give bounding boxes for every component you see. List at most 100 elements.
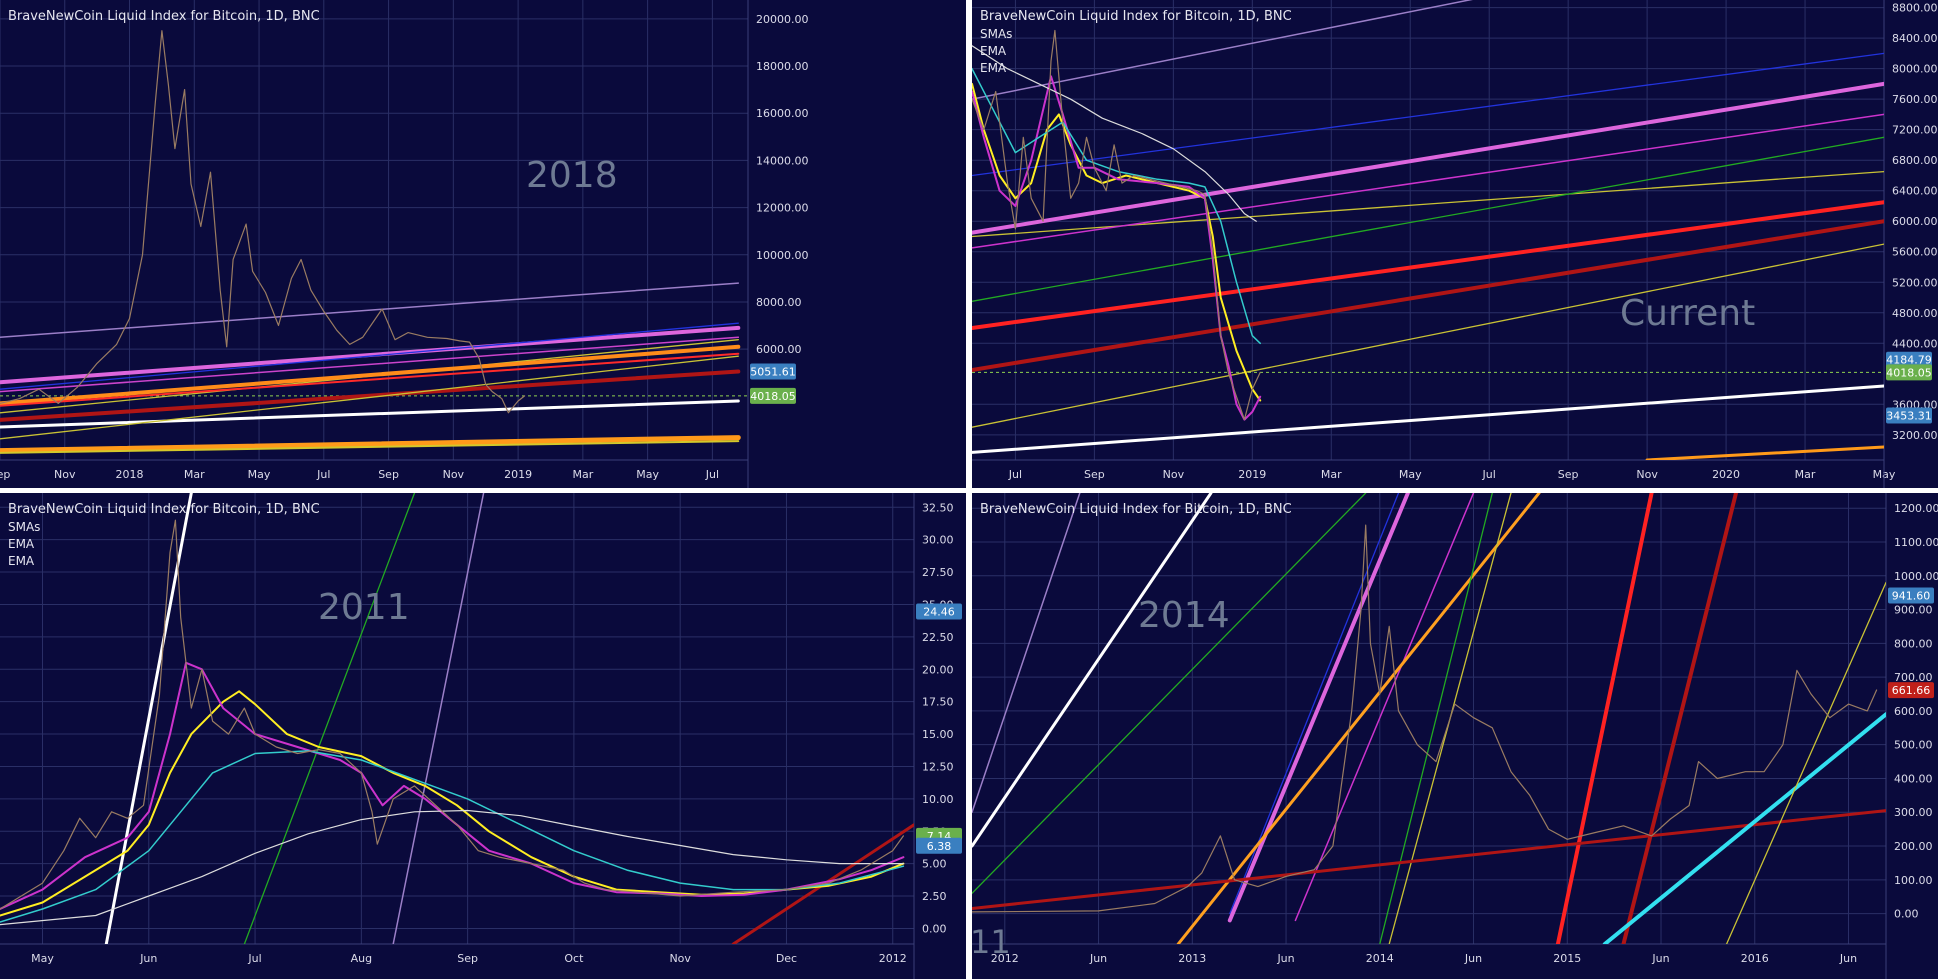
- moving-average-line: [972, 67, 1261, 345]
- y-tick-label: 6800.00: [1892, 154, 1938, 167]
- moving-average-line: [0, 661, 905, 910]
- chart-panel-2018[interactable]: Sep Nov 2018 Mar May Jul Sep Nov 2019 Mar May Jul 20…: [0, 0, 966, 488]
- trend-line: [972, 493, 1367, 894]
- price-series-line: [972, 29, 1261, 421]
- price-label-text: 661.66: [1892, 684, 1931, 697]
- y-tick-label: 500.00: [1894, 739, 1933, 752]
- price-series-line: [0, 30, 526, 414]
- x-tick-label: Aug: [351, 952, 372, 965]
- chart-2018[interactable]: Sep Nov 2018 Mar May Jul Sep Nov 2019 Mar May Jul 20…: [0, 0, 966, 488]
- y-tick-label: 14000.00: [756, 154, 809, 167]
- y-tick-label: 700.00: [1894, 671, 1933, 684]
- y-tick-label: 18000.00: [756, 60, 809, 73]
- price-label: 4018.05: [750, 387, 796, 404]
- grid: [0, 0, 748, 460]
- price-label-box: [1886, 364, 1932, 381]
- price-label: 24.46: [916, 603, 962, 620]
- y-tick-label: 15.00: [922, 728, 954, 741]
- chart-2011[interactable]: May Jun Jul Aug Sep Oct Nov Dec 2012 32.50 30.00 27…: [0, 493, 966, 979]
- x-tick-label: Jul: [705, 468, 719, 481]
- y-tick-label: 6000.00: [756, 343, 802, 356]
- trend-line: [104, 493, 193, 944]
- x-tick-label: May: [636, 468, 659, 481]
- y-tick-label: 1200.00: [1894, 502, 1938, 515]
- trend-line: [1379, 493, 1493, 944]
- legend-item-ema: EMA: [980, 61, 1007, 75]
- price-label: 6.38: [916, 837, 962, 854]
- trend-line: [1645, 445, 1884, 460]
- chart-2014[interactable]: 2012 Jun 2013 Jun 2014 Jun 2015 Jun 2016 Jun 1200.…: [972, 493, 1938, 979]
- y-tick-label: 4800.00: [1892, 307, 1938, 320]
- price-label-box: [750, 363, 796, 380]
- chart-current[interactable]: Jul Sep Nov 2019 Mar May Jul Sep Nov 2020 Mar May88…: [972, 0, 1938, 488]
- x-tick-label: Jul: [316, 468, 330, 481]
- y-tick-label: 5200.00: [1892, 276, 1938, 289]
- x-tick-label: May: [1399, 468, 1422, 481]
- x-tick-label: May: [31, 952, 54, 965]
- x-tick-label: 2018: [116, 468, 144, 481]
- price-label-text: 6.38: [927, 840, 952, 853]
- price-label-text: 24.46: [923, 605, 955, 618]
- y-tick-label: 400.00: [1894, 772, 1933, 785]
- price-label-box: [1888, 682, 1934, 699]
- y-tick-label: 17.50: [922, 696, 954, 709]
- y-tick-label: 8000.00: [756, 296, 802, 309]
- price-label: 4018.05: [1886, 364, 1932, 381]
- moving-average-line: [0, 809, 904, 926]
- trend-line: [0, 322, 739, 390]
- x-tick-label: 2019: [1238, 468, 1266, 481]
- chart-title: BraveNewCoin Liquid Index for Bitcoin, 1…: [8, 9, 320, 24]
- trend-line: [972, 81, 1884, 235]
- chart-panel-current[interactable]: Jul Sep Nov 2019 Mar May Jul Sep Nov 2020 Mar May 88…: [972, 0, 1938, 488]
- chart-panel-2014[interactable]: 2012 Jun 2013 Jun 2014 Jun 2015 Jun 2016 Jun 1200.…: [972, 493, 1938, 979]
- price-series-line: [972, 524, 1878, 913]
- y-tick-label: 100.00: [1894, 874, 1933, 887]
- chart-panel-2011[interactable]: May Jun Jul Aug Sep Oct Nov Dec 2012 32.50 30.00 27…: [0, 493, 966, 979]
- y-tick-label: 4400.00: [1892, 337, 1938, 350]
- price-label-box: [1886, 407, 1932, 424]
- trend-line: [0, 435, 741, 454]
- price-series-line: [0, 519, 904, 910]
- trend-line: [972, 384, 1884, 454]
- trend-line: [972, 136, 1884, 302]
- chart-title: BraveNewCoin Liquid Index for Bitcoin, 1…: [980, 9, 1292, 24]
- x-tick-label: 2019: [504, 468, 532, 481]
- grid: [0, 493, 914, 944]
- watermark-2011: 2011: [318, 587, 410, 628]
- x-tick-label: 2012: [879, 952, 907, 965]
- y-tick-label: 27.50: [922, 566, 954, 579]
- x-tick-label: Jun: [139, 952, 157, 965]
- y-tick-label: 6000.00: [1892, 215, 1938, 228]
- x-tick-label: Nov: [54, 468, 76, 481]
- x-tick-label: 2015: [1553, 952, 1581, 965]
- x-tick-label: Sep: [0, 468, 10, 481]
- x-tick-label: Oct: [564, 952, 584, 965]
- price-label-text: 5051.61: [750, 366, 796, 379]
- trend-line: [972, 200, 1884, 330]
- legend-item-smas: SMAs: [980, 27, 1013, 41]
- price-label: 941.60: [1888, 587, 1934, 604]
- trend-line: [1725, 581, 1886, 944]
- y-tick-label: 20000.00: [756, 13, 809, 26]
- y-tick-label: 800.00: [1894, 637, 1933, 650]
- y-tick-label: 10000.00: [756, 249, 809, 262]
- trend-line: [0, 336, 740, 393]
- y-tick-label: 3200.00: [1892, 429, 1938, 442]
- chart-title: BraveNewCoin Liquid Index for Bitcoin, 1…: [980, 502, 1292, 517]
- trend-line: [1227, 493, 1410, 923]
- plot-area: [972, 493, 1886, 944]
- x-tick-label: Jul: [1008, 468, 1022, 481]
- price-label: 5051.61: [750, 363, 796, 380]
- y-tick-label: 7200.00: [1892, 124, 1938, 137]
- x-tick-label: Mar: [1795, 468, 1816, 481]
- y-tick-label: 1100.00: [1894, 536, 1938, 549]
- plot-area: [0, 30, 748, 454]
- y-tick-label: 6400.00: [1892, 185, 1938, 198]
- y-tick-label: 2.50: [922, 890, 947, 903]
- price-label-box: [1886, 351, 1932, 368]
- y-tick-label: 200.00: [1894, 840, 1933, 853]
- x-tick-label: Jun: [1089, 952, 1107, 965]
- price-label-box: [750, 387, 796, 404]
- y-tick-label: 600.00: [1894, 705, 1933, 718]
- y-tick-label: 30.00: [922, 534, 954, 547]
